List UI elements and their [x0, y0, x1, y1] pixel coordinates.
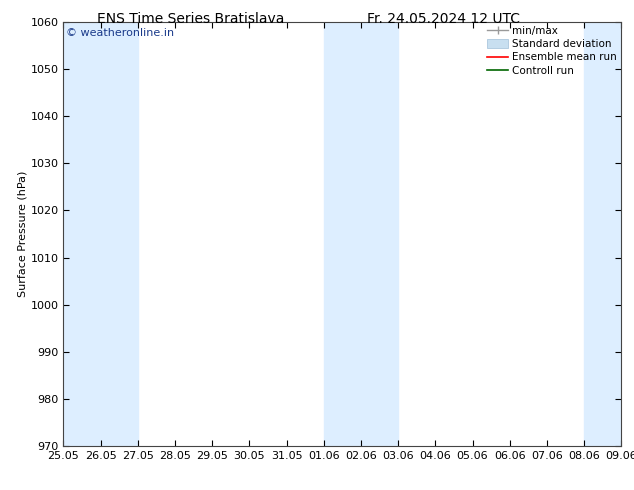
- Text: © weatheronline.in: © weatheronline.in: [66, 28, 174, 38]
- Text: ENS Time Series Bratislava: ENS Time Series Bratislava: [96, 12, 284, 26]
- Bar: [324, 22, 398, 446]
- Bar: [63, 22, 138, 446]
- Bar: [584, 22, 621, 446]
- Legend: min/max, Standard deviation, Ensemble mean run, Controll run: min/max, Standard deviation, Ensemble me…: [485, 24, 619, 78]
- Y-axis label: Surface Pressure (hPa): Surface Pressure (hPa): [18, 171, 28, 297]
- Text: Fr. 24.05.2024 12 UTC: Fr. 24.05.2024 12 UTC: [367, 12, 521, 26]
